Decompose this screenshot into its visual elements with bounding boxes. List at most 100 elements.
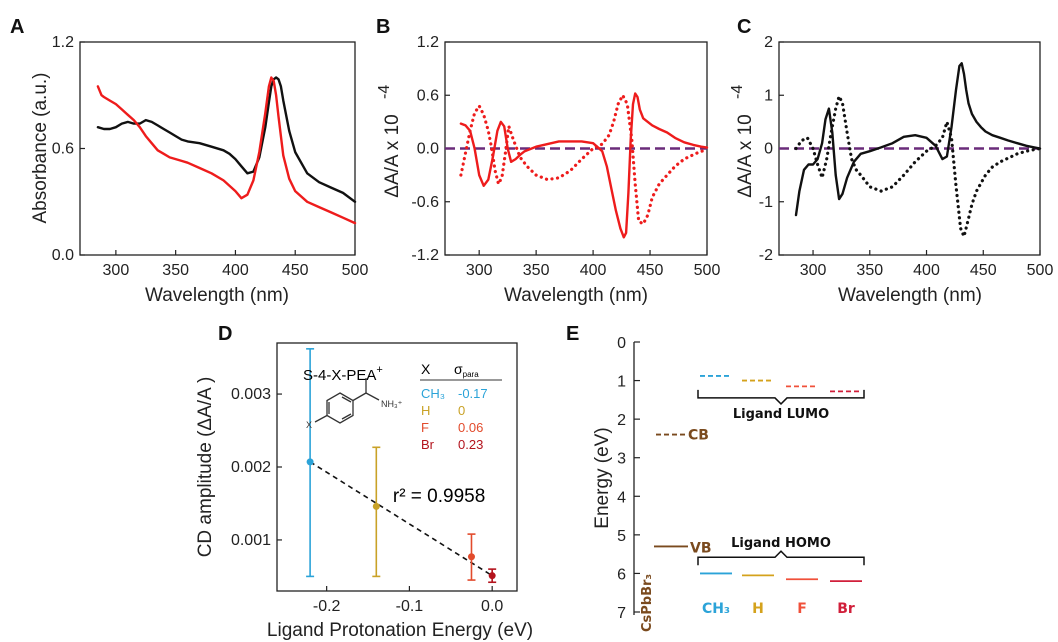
- panel-label-b: B: [376, 16, 390, 38]
- b-ytick-label: 0.0: [417, 141, 439, 158]
- c-xtick-label: 450: [970, 262, 997, 279]
- homo-brace: [697, 550, 865, 566]
- a-xtick-label: 350: [162, 262, 189, 279]
- d-fit-line: [309, 461, 493, 577]
- table-col-x: X: [421, 361, 431, 377]
- b-xtick-label: 450: [637, 262, 664, 279]
- table-row-x: H: [421, 403, 430, 418]
- c-xtick-label: 500: [1027, 262, 1054, 279]
- lumo-brace: [697, 389, 865, 405]
- x-substituent-label: X: [306, 420, 312, 430]
- e-ytick-label: 5: [617, 528, 626, 545]
- panel-label-d: D: [218, 323, 232, 345]
- b-series-0: [459, 92, 709, 239]
- table-row-x: F: [421, 420, 429, 435]
- panel-label-a: A: [10, 16, 24, 38]
- panel-d-chart: -0.2 -0.1 0.0 0.001 0.002 0.003 Ligand Proton…: [195, 342, 533, 641]
- d-point-1: [372, 502, 380, 510]
- panel-a-ylabel: Absorbance (a.u.): [30, 72, 51, 223]
- ligand-label-1: H: [752, 601, 764, 617]
- panel-b-chart: 300 350 400 450 500 -1.2 -0.6 0.0 0.6 1.2 Wavelen…: [376, 34, 720, 306]
- panel-a-chart: 300 350 400 450 500 0.0 0.6 1.2 Wavelength (nm)…: [30, 34, 368, 306]
- panel-c-chart: 300 350 400 450 500 -2 -1 0 1 2 Wavelength (nm) Δ…: [729, 34, 1053, 306]
- lumo-group-label: Ligand LUMO: [733, 407, 829, 422]
- e-ytick-label: 0: [617, 335, 626, 352]
- c-series-0: [794, 62, 1042, 217]
- e-ytick-label: 4: [617, 489, 626, 506]
- panel-a-xlabel: Wavelength (nm): [145, 285, 289, 306]
- panel-e-ylabel: Energy (eV): [592, 427, 613, 528]
- table-col-sigma: σpara: [454, 361, 479, 379]
- d-xtick-label: -0.1: [396, 598, 424, 615]
- a-xtick-label: 400: [222, 262, 249, 279]
- ligand-label-2: F: [797, 601, 807, 617]
- e-ytick-label: 6: [617, 566, 626, 583]
- d-ytick-label: 0.001: [231, 532, 271, 549]
- a-xtick-label: 300: [103, 262, 130, 279]
- e-ytick-label: 1: [617, 374, 626, 391]
- cb-label: CB: [688, 428, 709, 444]
- a-xtick-label: 450: [282, 262, 309, 279]
- inset-molecule: S-4-X-PEA+ NH₃⁺ X: [303, 364, 403, 430]
- c-ytick-label: 1: [764, 87, 773, 104]
- homo-group-label: Ligand HOMO: [731, 536, 831, 551]
- b-xtick-label: 350: [523, 262, 550, 279]
- c-ytick-label: -1: [759, 194, 773, 211]
- c-ytick-label: 2: [764, 34, 773, 51]
- e-ytick-label: 7: [617, 605, 626, 622]
- c-xtick-label: 400: [913, 262, 940, 279]
- c-xtick-label: 300: [800, 262, 827, 279]
- e-ytick-label: 2: [617, 412, 626, 429]
- panel-c-ylabel-exp: -4: [729, 85, 746, 99]
- b-ytick-label: -0.6: [411, 194, 439, 211]
- panel-label-e: E: [566, 323, 579, 345]
- panel-e-diagram: 0 1 2 3 4 5 6 7 Energy (eV) CB VB CH₃ H F Br CsPbBr₃…: [592, 335, 865, 632]
- b-xtick-label: 400: [580, 262, 607, 279]
- benzene-ring: [314, 378, 380, 424]
- vb-label: VB: [690, 540, 712, 556]
- panel-d-ylabel: CD amplitude (ΔA/A ): [195, 377, 216, 558]
- panel-label-c: C: [737, 16, 751, 38]
- panel-d-fitlabel: r² = 0.9958: [393, 486, 485, 507]
- panel-c-xlabel: Wavelength (nm): [838, 285, 982, 306]
- a-ytick-label: 0.0: [52, 247, 74, 264]
- d-point-2: [467, 553, 475, 561]
- b-ytick-label: 0.6: [417, 87, 439, 104]
- material-label: CsPbBr₃: [640, 574, 655, 632]
- b-ytick-label: -1.2: [411, 247, 439, 264]
- d-point-0: [306, 458, 314, 466]
- table-row-sigma: 0.06: [458, 420, 483, 435]
- c-series-1: [794, 94, 1042, 238]
- panel-b-ylabel-exp: -4: [376, 85, 393, 99]
- b-series-1: [459, 93, 709, 226]
- table-row-x: Br: [421, 437, 435, 452]
- table-row-sigma: 0: [458, 403, 465, 418]
- nh3-label: NH₃⁺: [381, 399, 403, 409]
- d-point-3: [488, 572, 496, 580]
- b-xtick-label: 500: [694, 262, 721, 279]
- a-ytick-label: 0.6: [52, 141, 74, 158]
- d-ytick-label: 0.003: [231, 386, 271, 403]
- table-row-sigma: 0.23: [458, 437, 483, 452]
- inset-table: X σpara CH₃ -0.17 H 0 F 0.06 Br 0.23: [420, 361, 502, 452]
- panel-b-ylabel-group: ΔA/A x 10 -4: [376, 85, 403, 198]
- panel-c-ylabel: ΔA/A x 10: [735, 114, 756, 197]
- d-xtick-label: -0.2: [313, 598, 341, 615]
- panel-b-xlabel: Wavelength (nm): [504, 285, 648, 306]
- c-ytick-label: -2: [759, 247, 773, 264]
- table-row-x: CH₃: [421, 386, 445, 401]
- panel-d-xlabel: Ligand Protonation Energy (eV): [267, 620, 533, 641]
- e-ytick-label: 3: [617, 451, 626, 468]
- ligand-label-0: CH₃: [702, 601, 730, 617]
- a-ytick-label: 1.2: [52, 34, 74, 51]
- c-xtick-label: 350: [856, 262, 883, 279]
- d-ytick-label: 0.002: [231, 459, 271, 476]
- b-ytick-label: 1.2: [417, 34, 439, 51]
- b-xtick-label: 300: [466, 262, 493, 279]
- panel-b-ylabel: ΔA/A x 10: [382, 114, 403, 197]
- molecule-label: S-4-X-PEA+: [303, 364, 383, 384]
- c-ytick-label: 0: [764, 141, 773, 158]
- table-row-sigma: -0.17: [458, 386, 488, 401]
- a-series-1: [96, 76, 357, 225]
